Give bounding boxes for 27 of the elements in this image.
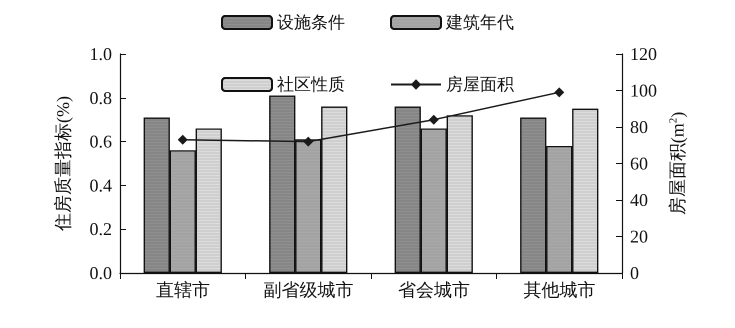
- y2-tick-label: 80: [630, 117, 648, 137]
- y-tick-label: 1.0: [90, 44, 112, 64]
- y2-axis-title: 房屋面积(m2): [667, 112, 688, 216]
- point: [303, 136, 314, 147]
- y2-tick-label: 100: [630, 80, 657, 100]
- x-tick-label: 副省级城市: [263, 280, 354, 300]
- legend-label: 房屋面积: [446, 75, 514, 94]
- legend-label: 建筑年代: [445, 13, 514, 32]
- y2-tick-label: 20: [630, 226, 648, 246]
- y-tick-label: 0.0: [90, 263, 112, 283]
- y-tick-label: 0.4: [90, 175, 112, 196]
- y-tick-label: 0.2: [90, 219, 112, 240]
- x-tick-label: 其他城市: [523, 280, 596, 300]
- point: [554, 87, 564, 98]
- point: [178, 134, 188, 145]
- y2-tick-label: 60: [630, 154, 648, 174]
- point: [428, 114, 439, 125]
- y2-tick-label: 40: [630, 190, 648, 210]
- legend-label: 设施条件: [277, 13, 345, 32]
- y2-tick-label: 0: [630, 263, 639, 283]
- y2-tick-label: 120: [630, 44, 657, 64]
- x-tick-label: 直辖市: [156, 280, 210, 300]
- y-tick-label: 0.6: [90, 132, 112, 152]
- x-tick-label: 省会城市: [398, 280, 470, 300]
- y-tick-label: 0.8: [90, 88, 112, 108]
- y-axis-title: 住房质量指标(%): [53, 96, 73, 232]
- legend-label: 社区性质: [277, 75, 345, 94]
